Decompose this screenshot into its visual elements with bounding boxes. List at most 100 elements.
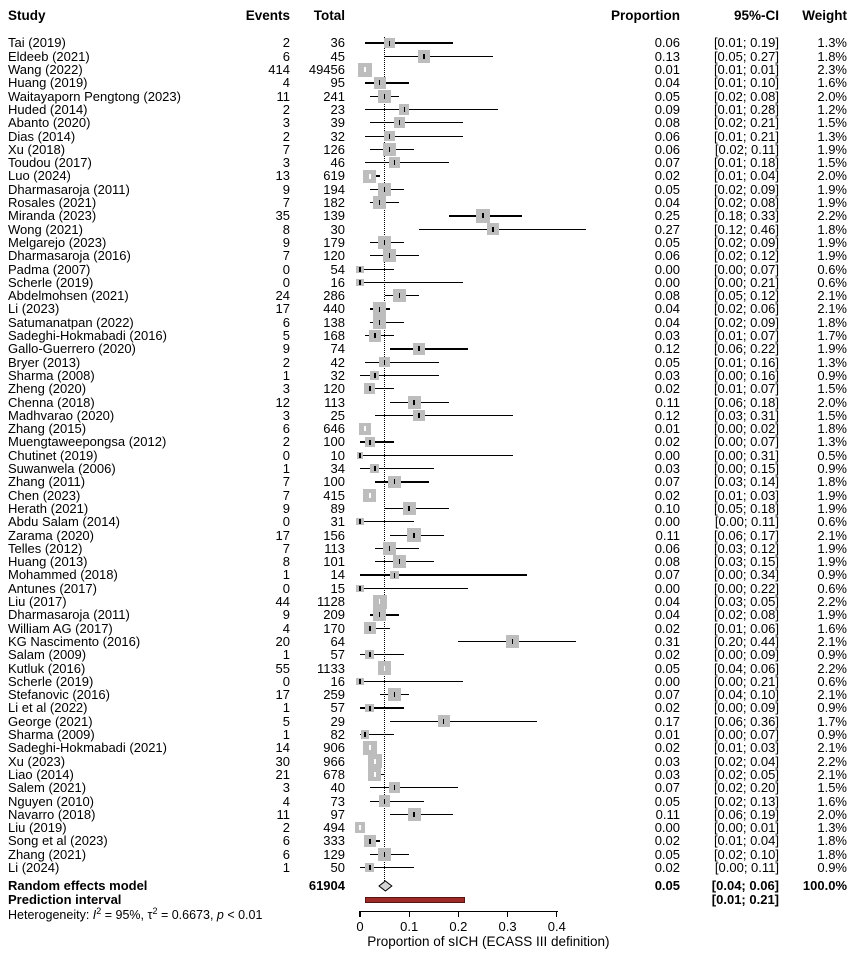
study-label: Zheng (2020) (8, 381, 87, 397)
header-proportion: Proportion (611, 8, 680, 23)
study-label: Suwanwela (2006) (8, 461, 116, 476)
total-value: 194 (323, 181, 345, 197)
proportion-value: 0.04 (654, 301, 680, 317)
total-value: 619 (323, 168, 345, 184)
proportion-value: 0.05 (654, 354, 680, 370)
ci-value: [0.01; 0.07] (713, 381, 779, 397)
ci-value: [0.01; 0.16] (713, 354, 779, 370)
weight-value: 2.0% (817, 88, 847, 104)
point-estimate-tick (359, 825, 361, 831)
study-label: George (2021) (8, 713, 93, 729)
events-value: 7 (282, 540, 290, 556)
x-axis-tick (506, 911, 509, 917)
study-label: Chen (2023) (8, 487, 81, 503)
point-estimate-tick (511, 639, 514, 645)
events-value: 9 (282, 181, 290, 197)
study-label: Sharma (2008) (8, 367, 95, 383)
point-estimate-tick (369, 838, 371, 844)
het-text: Heterogeneity: (8, 908, 93, 923)
weight-value: 1.7% (817, 713, 847, 729)
weight-value: 0.9% (817, 647, 847, 663)
weight-value: 1.5% (817, 407, 847, 423)
proportion-value: 0.02 (654, 487, 680, 503)
proportion-value: 0.00 (654, 580, 680, 596)
study-row: KG Nascimento (2016) 20 64 0.31 [0.20; 0.44]… (0, 635, 862, 649)
proportion-value: 0.12 (654, 341, 680, 357)
study-label: Dias (2014) (8, 128, 76, 144)
proportion-value: 0.01 (654, 727, 680, 742)
point-estimate-tick (359, 279, 361, 285)
ci-value: [0.00; 0.16] (713, 367, 779, 383)
proportion-value: 0.03 (654, 753, 680, 769)
point-estimate-tick (378, 612, 381, 618)
study-row: Madhvarao (2020) 3 25 0.12 [0.03; 0.31] 1.5% (0, 407, 862, 423)
point-estimate-tick (383, 851, 386, 857)
study-row: Abdelmohsen (2021) 24 286 0.08 [0.05; 0.12] 2… (0, 289, 862, 303)
proportion-value: 0.12 (654, 407, 680, 423)
total-value: 259 (323, 687, 345, 703)
study-label: Antunes (2017) (8, 580, 97, 596)
events-value: 2 (282, 820, 290, 836)
events-value: 7 (282, 248, 290, 264)
ci-line (364, 388, 395, 390)
ci-value: [0.06; 0.17] (713, 527, 779, 543)
events-value: 2 (282, 128, 290, 144)
events-value: 6 (282, 421, 290, 437)
ci-value: [0.06; 0.22] (713, 341, 779, 357)
point-estimate-tick (388, 253, 391, 259)
events-value: 17 (275, 687, 290, 703)
weight-value: 1.9% (817, 181, 847, 197)
point-estimate-tick (369, 625, 371, 631)
events-value: 4 (282, 793, 290, 809)
point-estimate-tick (374, 758, 376, 764)
events-value: 1 (282, 647, 290, 663)
weight-value: 2.1% (817, 740, 847, 756)
weight-value: 1.6% (817, 793, 847, 809)
het-sup: 2 (96, 906, 102, 916)
point-estimate-tick (364, 426, 366, 432)
proportion-value: 0.05 (654, 234, 680, 250)
proportion-value: 0.08 (654, 115, 680, 131)
total-value: 333 (323, 833, 345, 849)
total-value: 29 (330, 713, 345, 729)
ci-line (360, 374, 439, 377)
point-estimate-tick (369, 492, 371, 498)
total-value: 182 (323, 195, 345, 210)
point-estimate-tick (393, 785, 396, 791)
point-estimate-tick (442, 718, 445, 724)
study-label: Dharmasaroja (2011) (8, 607, 130, 623)
study-label: Liu (2019) (8, 820, 67, 836)
total-value: 179 (323, 234, 345, 250)
prediction-interval-row: Prediction interval [0.01; 0.21] (0, 892, 862, 906)
total-value: 494 (323, 820, 345, 836)
total-value: 74 (330, 341, 345, 357)
ci-line (389, 348, 469, 350)
events-value: 4 (282, 75, 290, 91)
total-value: 113 (324, 394, 345, 410)
total-value: 1133 (317, 660, 345, 676)
proportion-value: 0.01 (654, 421, 680, 437)
point-estimate-tick (388, 40, 391, 46)
total-value: 16 (330, 274, 345, 290)
weight-value: 1.9% (817, 195, 847, 210)
study-row: Telles (2012) 7 113 0.06 [0.03; 0.12] 1.9% (0, 540, 862, 556)
study-label: Rosales (2021) (8, 195, 97, 210)
total-value: 906 (323, 740, 345, 756)
weight-value: 0.9% (817, 860, 847, 875)
total-value: 30 (330, 221, 345, 237)
study-label: Sadeghi-Hokmabadi (2021) (8, 740, 167, 756)
events-value: 9 (282, 500, 290, 516)
study-row: Mohammed (2018) 1 14 0.07 [0.00; 0.34] 0.9% (0, 568, 862, 582)
study-row: Abanto (2020) 3 39 0.08 [0.02; 0.21] 1.5% (0, 115, 862, 131)
ci-value: [0.02; 0.06] (713, 301, 779, 317)
column-header-row: Study Events Total Proportion 95%-CI Wei… (0, 8, 862, 23)
events-value: 3 (282, 780, 290, 796)
events-value: 0 (282, 274, 290, 290)
het-sup: 2 (152, 906, 158, 916)
point-estimate-tick (378, 599, 381, 605)
ci-value: [0.00; 0.22] (713, 580, 779, 596)
study-row: Padma (2007) 0 54 0.00 [0.00; 0.07] 0.6% (0, 262, 862, 276)
events-value: 4 (282, 620, 290, 636)
ci-value: [0.01; 0.18] (713, 155, 779, 171)
total-value: 95 (330, 75, 345, 91)
